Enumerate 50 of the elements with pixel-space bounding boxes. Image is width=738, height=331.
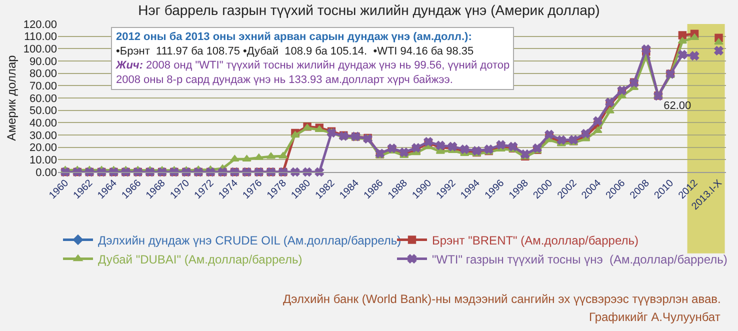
y-tick-label: 40.00 bbox=[29, 118, 57, 130]
y-tick-label: 10.00 bbox=[29, 154, 57, 167]
point bbox=[581, 129, 590, 138]
point bbox=[642, 44, 651, 54]
point bbox=[254, 154, 264, 160]
text: Дэлхийн банк (World Bank)-ны мэдээний сангийн эх үүсвэрээс түүвэрлэн авав. bbox=[283, 292, 721, 306]
legend-label: Брэнт "BRENT" (Ам.доллар/баррель) bbox=[432, 233, 638, 248]
point bbox=[605, 98, 614, 107]
legend-label: Дэлхийн дундаж үнэ CRUDE OIL (Ам.доллар/баррель) bbox=[98, 233, 402, 248]
point bbox=[678, 50, 687, 60]
point bbox=[714, 46, 724, 56]
point bbox=[290, 131, 300, 138]
y-tick-label: 80.00 bbox=[29, 68, 57, 80]
legend-label: "WTI" газрын түүхий тосны үнэ (Ам.доллар/баррель) bbox=[432, 252, 728, 266]
y-tick-label: 50.00 bbox=[29, 105, 57, 118]
point bbox=[496, 140, 506, 150]
point bbox=[520, 150, 530, 159]
point bbox=[436, 140, 445, 150]
point bbox=[678, 31, 687, 40]
point bbox=[690, 34, 700, 40]
point bbox=[278, 152, 288, 158]
chart-title: Нэг баррель газрын түүхий тосны жилийн дундаж үнэ (Америк доллар) bbox=[138, 2, 600, 18]
y-tick-label: 20.00 bbox=[29, 142, 57, 154]
point bbox=[678, 37, 688, 44]
annotation: Жич: 2008 онд "WTI" түүхий тосны жилийн дундаж үнэ нь 99.56, үүний дотор 2008 оны 8-р сард дундаж үнэ нь 133.93 ам.долларт хүрч байжээ. bbox=[115, 60, 510, 86]
annotation: •Брэнт 111.97 ба 108.75 •Дубай 108.9 ба 105.14. •WTI 94.16 ба 98.35 bbox=[116, 45, 474, 58]
y-tick-label: 100.00 bbox=[23, 44, 57, 56]
point bbox=[230, 155, 240, 162]
point bbox=[690, 51, 700, 60]
point bbox=[302, 167, 312, 177]
point bbox=[593, 126, 602, 134]
legend-label: Дубай "DUBAI" (Ам.доллар/баррель) bbox=[98, 252, 302, 266]
point bbox=[593, 116, 602, 126]
y-tick-label: 110.00 bbox=[24, 31, 57, 44]
y-axis-title: Америк доллар bbox=[4, 54, 19, 141]
point bbox=[242, 155, 252, 162]
y-tick-label: 120.00 bbox=[23, 18, 57, 31]
point bbox=[266, 152, 276, 159]
point bbox=[544, 130, 554, 140]
y-tick-label: 60.00 bbox=[29, 92, 57, 105]
y-tick-label: 70.00 bbox=[29, 80, 57, 93]
point bbox=[714, 38, 724, 45]
y-tick-label: 0.00 bbox=[36, 166, 57, 179]
point bbox=[436, 147, 446, 154]
text: Графикийг А.Чулуунбат bbox=[589, 310, 721, 324]
annotation: 2012 оны ба 2013 оны эхний арван сарын дундаж үнэ (ам.долл.): bbox=[116, 31, 472, 43]
point bbox=[290, 167, 300, 177]
y-tick-label: 90.00 bbox=[29, 56, 57, 68]
point bbox=[605, 106, 614, 114]
y-tick-label: 30.00 bbox=[29, 130, 57, 142]
